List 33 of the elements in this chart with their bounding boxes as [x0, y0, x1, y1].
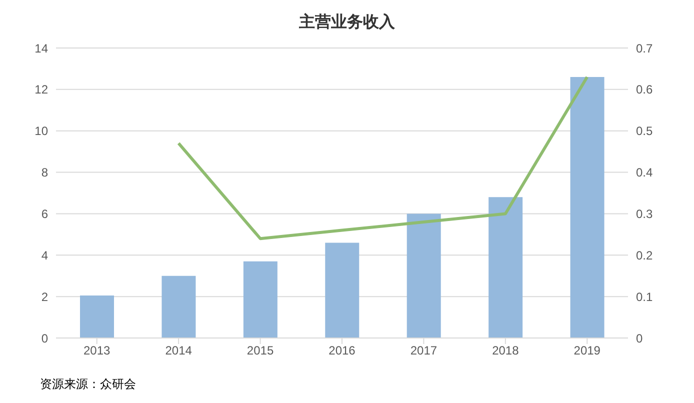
bar — [406, 214, 441, 338]
y2-tick-label: 0.2 — [636, 248, 654, 262]
y-tick-label: 12 — [34, 82, 48, 97]
y-tick-label: 14 — [34, 41, 48, 56]
bar — [570, 77, 604, 338]
y-tick-label: 10 — [34, 124, 48, 138]
y2-tick-label: 0 — [636, 331, 643, 346]
y-tick-label: 4 — [41, 248, 48, 262]
text: 资源来源：众研会 — [40, 376, 136, 393]
y-tick-label: 8 — [41, 166, 48, 180]
x-tick-label: 2019 — [574, 344, 601, 358]
y-tick-label: 2 — [41, 290, 48, 304]
bar — [488, 197, 523, 338]
y2-tick-label: 0.7 — [636, 41, 654, 56]
x-tick-label: 2015 — [246, 344, 274, 358]
line-series — [177, 76, 589, 240]
x-tick-label: 2013 — [84, 344, 111, 358]
y2-tick-label: 0.1 — [636, 290, 654, 304]
y-tick-label: 6 — [41, 206, 48, 221]
bar — [162, 276, 196, 338]
x-tick-label: 2017 — [410, 344, 438, 358]
chart-title: 主营业务收入 — [298, 12, 396, 33]
y2-tick-label: 0.6 — [636, 82, 654, 97]
y2-tick-label: 0.4 — [636, 166, 654, 180]
bar — [80, 296, 114, 338]
bar — [243, 261, 278, 338]
bar — [325, 242, 360, 338]
y-tick-label: 0 — [41, 331, 48, 346]
x-tick-label: 2018 — [492, 344, 520, 358]
y2-tick-label: 0.3 — [636, 206, 654, 221]
x-tick-label: 2016 — [328, 344, 356, 358]
y2-tick-label: 0.5 — [636, 124, 654, 138]
x-tick-label: 2014 — [165, 344, 192, 358]
